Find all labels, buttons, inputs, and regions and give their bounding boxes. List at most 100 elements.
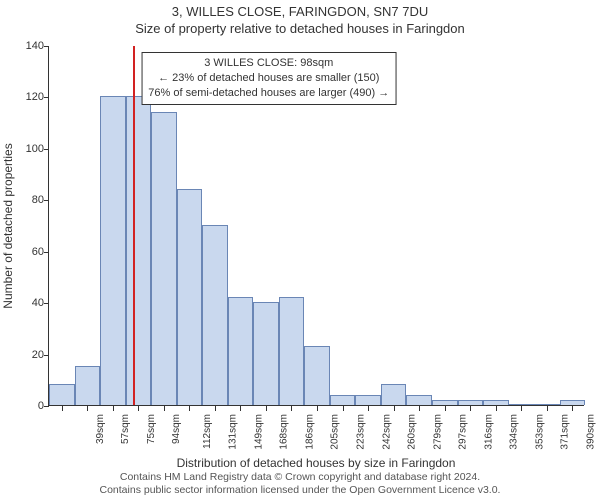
y-tick-mark [44,252,49,253]
x-tick-mark [394,405,395,411]
chart-container: 3, WILLES CLOSE, FARINGDON, SN7 7DU Size… [0,0,600,500]
x-tick-mark [547,405,548,411]
y-tick-mark [44,97,49,98]
x-tick-mark [445,405,446,411]
y-tick-label: 120 [4,91,44,103]
bar-fill [177,189,203,405]
y-tick-label: 80 [4,194,44,206]
x-tick-mark [470,405,471,411]
bar-fill [355,395,381,405]
x-tick-mark [368,405,369,411]
y-tick-label: 60 [4,246,44,258]
bar-fill [330,395,356,405]
bar [177,189,203,405]
y-tick-label: 20 [4,349,44,361]
histogram: 3 WILLES CLOSE: 98sqm ← 23% of detached … [48,46,584,406]
bar-fill [228,297,254,405]
x-tick-label: 390sqm [585,414,596,450]
bar [279,297,305,405]
bar [75,366,101,405]
annotation-line-1: 3 WILLES CLOSE: 98sqm [148,56,389,71]
x-tick-mark [521,405,522,411]
bar-fill [279,297,305,405]
x-tick-mark [496,405,497,411]
bar-fill [253,302,279,405]
bar-fill [126,96,152,405]
x-tick-label: 131sqm [228,414,239,450]
reference-line [133,46,135,405]
x-tick-mark [572,405,573,411]
footer-line-1: Contains HM Land Registry data © Crown c… [0,471,600,485]
bar [126,96,152,405]
x-tick-label: 353sqm [534,414,545,450]
x-tick-mark [291,405,292,411]
x-tick-mark [62,405,63,411]
x-tick-mark [87,405,88,411]
bar-fill [381,384,407,405]
y-tick-mark [44,406,49,407]
annotation-box: 3 WILLES CLOSE: 98sqm ← 23% of detached … [141,52,396,105]
bar [151,112,177,405]
bar [49,384,75,405]
x-tick-label: 223sqm [356,414,367,450]
bar-fill [75,366,101,405]
annotation-line-2: ← 23% of detached houses are smaller (15… [148,71,389,86]
x-tick-mark [419,405,420,411]
y-tick-mark [44,149,49,150]
y-tick-label: 100 [4,143,44,155]
x-tick-label: 57sqm [120,414,131,444]
x-tick-label: 279sqm [432,414,443,450]
x-tick-label: 39sqm [95,414,106,444]
plot-area: 3 WILLES CLOSE: 98sqm ← 23% of detached … [48,46,584,406]
x-tick-mark [317,405,318,411]
x-tick-mark [343,405,344,411]
bar [406,395,432,405]
x-tick-label: 334sqm [509,414,520,450]
x-tick-mark [215,405,216,411]
bar [355,395,381,405]
x-tick-mark [266,405,267,411]
x-tick-mark [189,405,190,411]
address-title: 3, WILLES CLOSE, FARINGDON, SN7 7DU [0,0,600,19]
bar [330,395,356,405]
subtitle: Size of property relative to detached ho… [0,19,600,36]
y-tick-label: 0 [4,400,44,412]
x-tick-mark [138,405,139,411]
x-tick-label: 168sqm [279,414,290,450]
bar-fill [49,384,75,405]
footer-attribution: Contains HM Land Registry data © Crown c… [0,471,600,498]
x-tick-label: 94sqm [171,414,182,444]
bar-fill [304,346,330,405]
x-tick-mark [164,405,165,411]
annotation-line-3: 76% of semi-detached houses are larger (… [148,86,389,101]
y-axis-label: Number of detached properties [1,143,15,308]
x-tick-label: 205sqm [330,414,341,450]
x-axis-label: Distribution of detached houses by size … [48,456,584,470]
bar [228,297,254,405]
x-tick-mark [113,405,114,411]
bar [100,96,126,405]
x-tick-label: 371sqm [560,414,571,450]
y-tick-mark [44,200,49,201]
x-tick-label: 242sqm [381,414,392,450]
x-tick-label: 112sqm [202,414,213,449]
x-tick-label: 149sqm [253,414,264,450]
bar [202,225,228,405]
x-tick-label: 186sqm [305,414,316,450]
y-tick-mark [44,303,49,304]
x-tick-mark [240,405,241,411]
y-tick-mark [44,355,49,356]
bar [304,346,330,405]
x-tick-label: 316sqm [483,414,494,450]
y-tick-mark [44,46,49,47]
bar-fill [151,112,177,405]
bar-fill [100,96,126,405]
bar-fill [202,225,228,405]
footer-line-2: Contains public sector information licen… [0,484,600,498]
y-tick-label: 40 [4,297,44,309]
bar [381,384,407,405]
x-tick-label: 260sqm [407,414,418,450]
bar [253,302,279,405]
x-tick-label: 297sqm [458,414,469,450]
y-tick-label: 140 [4,40,44,52]
